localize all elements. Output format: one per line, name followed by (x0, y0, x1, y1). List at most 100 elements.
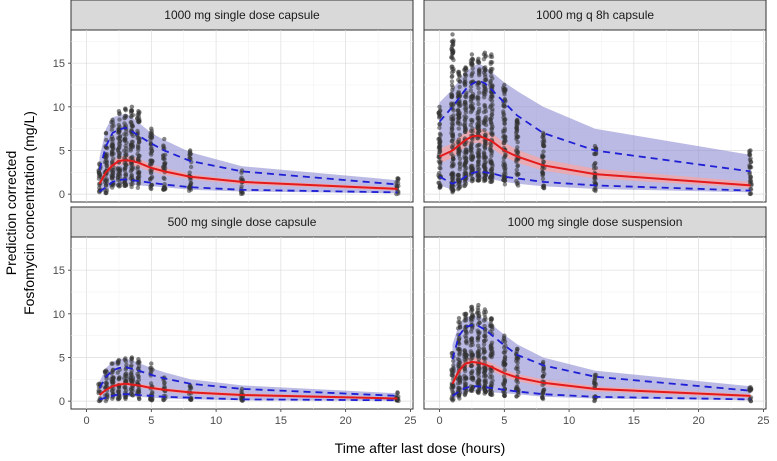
observed-point (476, 143, 481, 148)
observed-point (470, 70, 475, 75)
observed-point (104, 181, 109, 186)
observed-point (162, 136, 167, 142)
observed-point (476, 56, 481, 61)
observed-point (488, 68, 493, 73)
observed-point (482, 333, 487, 339)
observed-point (189, 397, 194, 402)
observed-point (395, 176, 400, 181)
observed-point (515, 163, 521, 168)
observed-point (450, 32, 455, 37)
observed-point (483, 89, 488, 94)
observed-point (477, 73, 482, 78)
observed-point (542, 387, 547, 392)
observed-point (116, 357, 122, 363)
observed-point (514, 394, 519, 399)
observed-point (116, 389, 121, 395)
x-tick-label: 20 (693, 415, 705, 427)
observed-point (476, 95, 481, 101)
observed-point (470, 314, 475, 319)
observed-point (103, 130, 109, 136)
observed-point (136, 364, 142, 369)
observed-point (490, 349, 495, 354)
observed-point (489, 112, 495, 117)
observed-point (457, 378, 462, 383)
observed-point (149, 391, 155, 396)
observed-point (188, 148, 193, 153)
observed-point (488, 371, 493, 376)
observed-point (469, 353, 475, 358)
observed-point (455, 326, 461, 331)
observed-point (592, 143, 598, 149)
observed-point (592, 378, 597, 384)
observed-point (128, 146, 133, 151)
observed-point (162, 185, 167, 191)
observed-point (124, 362, 129, 368)
observed-point (475, 116, 480, 121)
x-tick-label: 15 (275, 415, 287, 427)
observed-point (450, 64, 455, 69)
observed-point (104, 159, 110, 165)
observed-point (116, 127, 122, 132)
observed-point (490, 378, 495, 383)
observed-point (482, 77, 488, 83)
observed-point (488, 141, 493, 146)
y-tick-label: 5 (59, 145, 65, 157)
observed-point (450, 160, 455, 165)
observed-point (488, 391, 493, 396)
p95-line (438, 79, 751, 173)
observed-point (123, 384, 128, 390)
observed-point (148, 186, 153, 191)
observed-point (476, 167, 482, 172)
observed-point (161, 156, 166, 161)
observed-point (489, 52, 494, 57)
observed-point (476, 86, 481, 91)
observed-point (501, 112, 507, 118)
observed-point (514, 178, 519, 184)
observed-point (148, 134, 153, 139)
observed-point (488, 343, 494, 348)
observed-point (116, 172, 121, 177)
y-tick-label: 10 (53, 309, 65, 321)
observed-point (449, 74, 454, 80)
observed-point (593, 188, 598, 194)
observed-point (449, 79, 455, 84)
observed-point (515, 117, 520, 123)
observed-point (109, 371, 114, 376)
observed-point (476, 371, 481, 376)
observed-point (137, 136, 142, 141)
panel-title: 1000 mg single dose capsule (164, 8, 320, 22)
observed-point (490, 109, 495, 114)
observed-point (115, 166, 121, 171)
observed-point (109, 127, 115, 132)
observed-point (149, 126, 154, 131)
observed-point (437, 165, 442, 170)
observed-point (748, 398, 754, 404)
observed-point (162, 182, 167, 187)
observed-point (450, 187, 456, 193)
observed-point (482, 338, 487, 343)
observed-point (394, 191, 399, 197)
observed-point (116, 122, 122, 128)
observed-point (109, 173, 114, 178)
observed-point (449, 144, 455, 150)
observed-point (104, 145, 110, 151)
x-tick-label: 10 (210, 415, 222, 427)
observed-point (124, 388, 129, 393)
observed-point (490, 76, 495, 81)
observed-point (501, 159, 506, 165)
observed-point (116, 109, 122, 114)
observed-point (540, 394, 545, 399)
observed-point (476, 101, 481, 107)
p95-line (451, 324, 751, 392)
observed-point (591, 163, 597, 168)
observed-point (515, 145, 520, 150)
observed-point (464, 329, 469, 335)
observed-point (456, 69, 462, 75)
panel-title: 1000 mg q 8h capsule (536, 8, 654, 22)
observed-point (149, 145, 154, 151)
observed-point (488, 147, 493, 152)
observed-point (476, 353, 481, 359)
panel-1: 1000 mg single dose capsule 0 5 10 15 (53, 0, 414, 203)
observed-point (239, 184, 244, 189)
p95-line (98, 366, 398, 397)
